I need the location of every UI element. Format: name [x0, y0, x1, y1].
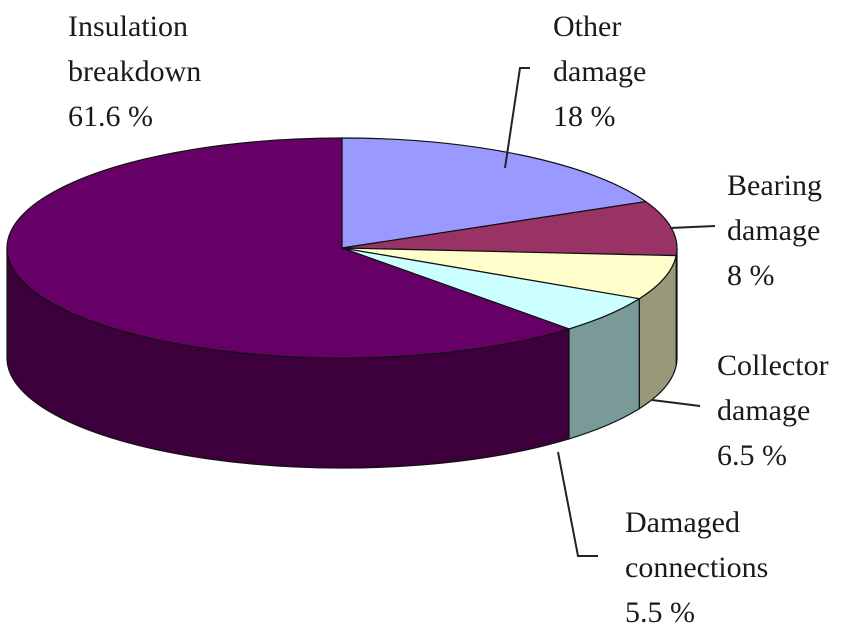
- leader-line: [504, 67, 530, 169]
- slice-label: Damaged connections 5.5 %: [625, 500, 768, 623]
- value-label: 6.5 %: [717, 439, 787, 472]
- slice-label: Other damage 18 %: [553, 4, 646, 139]
- category-label: Insulation breakdown: [68, 10, 202, 88]
- value-label: 8 %: [727, 259, 775, 292]
- value-label: 18 %: [553, 100, 616, 133]
- leader-line: [557, 451, 598, 557]
- leader-line: [669, 225, 716, 229]
- slice: [341, 247, 677, 300]
- slice: [6, 137, 571, 359]
- category-label: Damaged connections: [625, 506, 769, 584]
- slice-label: Insulation breakdown 61.6 %: [68, 4, 201, 139]
- value-label: 5.5 %: [625, 596, 695, 623]
- slice: [341, 137, 648, 249]
- category-label: Collector damage: [717, 349, 829, 427]
- category-label: Bearing damage: [727, 169, 822, 247]
- value-label: 61.6 %: [68, 100, 153, 133]
- slice-label: Collector damage 6.5 %: [717, 343, 829, 478]
- leader-line: [651, 399, 701, 407]
- category-label: Other damage: [553, 10, 647, 88]
- slice-label: Bearing damage 8 %: [727, 163, 822, 298]
